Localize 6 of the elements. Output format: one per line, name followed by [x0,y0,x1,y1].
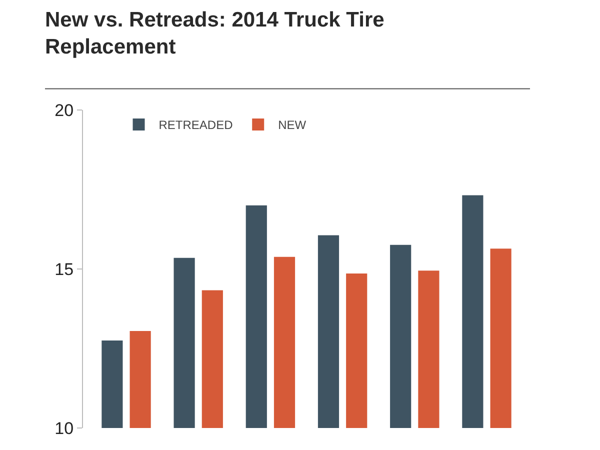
legend-label: NEW [278,118,307,132]
y-tick-label: 20 [54,100,74,120]
legend-label: RETREADED [158,118,234,132]
y-tick-label: 10 [54,418,74,438]
y-tick-label: 15 [54,260,74,279]
chart-title: New vs. Retreads: 2014 Truck Tire Replacement [45,8,384,59]
